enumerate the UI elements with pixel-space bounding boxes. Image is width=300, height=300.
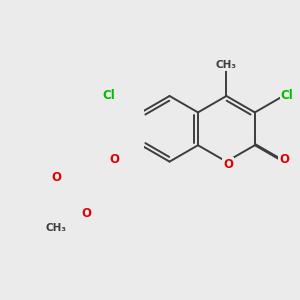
Text: O: O: [109, 153, 119, 166]
Text: Cl: Cl: [280, 89, 293, 103]
Text: O: O: [279, 153, 289, 166]
Text: CH₃: CH₃: [216, 61, 237, 70]
Text: Cl: Cl: [103, 89, 116, 103]
Text: CH₃: CH₃: [46, 223, 67, 233]
Text: O: O: [52, 171, 61, 184]
Text: O: O: [223, 158, 233, 171]
Text: O: O: [81, 207, 91, 220]
